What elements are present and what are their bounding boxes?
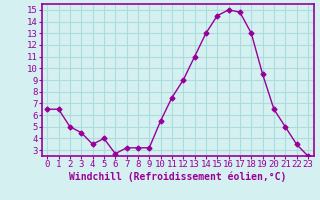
X-axis label: Windchill (Refroidissement éolien,°C): Windchill (Refroidissement éolien,°C) [69,172,286,182]
